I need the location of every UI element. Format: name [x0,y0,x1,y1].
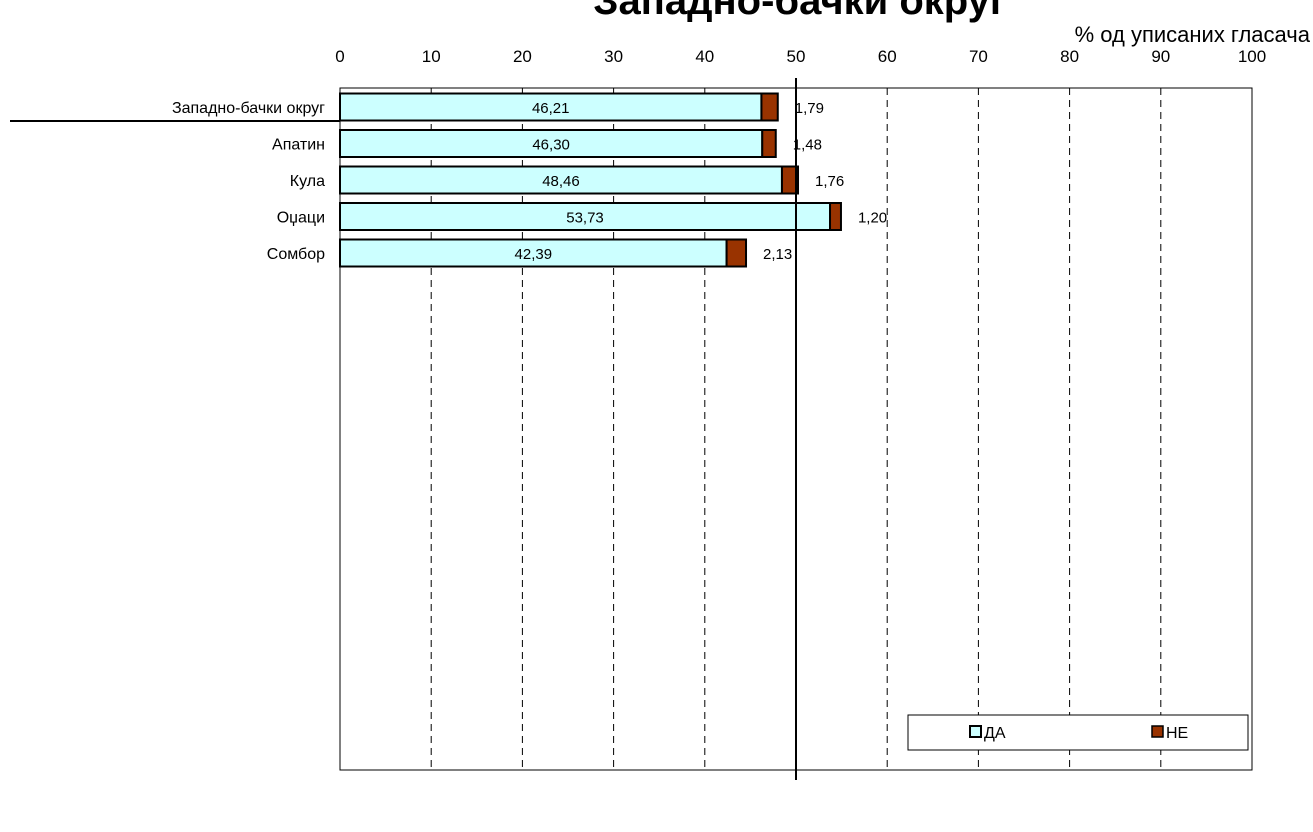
x-tick-label: 0 [335,47,344,66]
data-label-da: 46,30 [532,137,570,154]
legend-swatch-da [969,725,982,738]
legend: ДА НЕ [907,714,1249,751]
data-label-ne: 2,13 [763,246,792,263]
chart-title: Западно-бачки округ [593,0,1006,23]
bar-ne [829,202,842,231]
category-label: Оџаци [277,210,325,227]
data-label-da: 48,46 [542,173,580,190]
legend-label-da: ДА [984,725,1006,742]
category-label: Апатин [272,137,325,154]
legend-box [907,714,1249,751]
category-label: Сомбор [267,246,325,263]
x-tick-label: 90 [1151,47,1170,66]
x-tick-label: 40 [695,47,714,66]
bar-da [339,165,783,195]
data-label-ne: 1,76 [815,173,844,190]
unit-label: % од уписаних гласача [1075,22,1311,47]
bar-da [339,238,728,268]
data-label-da: 42,39 [515,246,553,263]
data-label-ne: 1,20 [858,210,887,227]
category-labels: Западно-бачки округ Апатин Кула Оџаци Сомбор [172,100,325,263]
bar-ne [780,165,800,195]
x-tick-label: 60 [878,47,897,66]
x-tick-label: 20 [513,47,532,66]
data-label-da: 53,73 [566,210,604,227]
data-label-da: 46,21 [532,100,570,117]
x-tick-label: 100 [1238,47,1266,66]
bar-da [339,202,832,231]
x-tick-label: 10 [422,47,441,66]
category-label: Западно-бачки округ [172,100,325,117]
data-label-ne: 1,79 [795,100,824,117]
x-tick-label: 30 [604,47,623,66]
bar-ne [761,129,777,158]
bar-ne [760,92,779,122]
legend-label-ne: НЕ [1166,725,1188,742]
legend-swatch-ne [1151,725,1164,738]
x-axis-ticks: 0 10 20 30 40 50 60 70 80 90 100 [335,47,1266,66]
grid-lines [430,88,1162,770]
x-tick-label: 70 [969,47,988,66]
data-label-ne: 1,48 [793,137,822,154]
category-label: Кула [290,173,325,190]
bars: 46,21 1,79 46,30 1,48 48,46 1,76 53,73 1,20 42,3… [339,92,887,268]
x-tick-label: 50 [787,47,806,66]
x-tick-label: 80 [1060,47,1079,66]
bar-ne [725,238,748,268]
